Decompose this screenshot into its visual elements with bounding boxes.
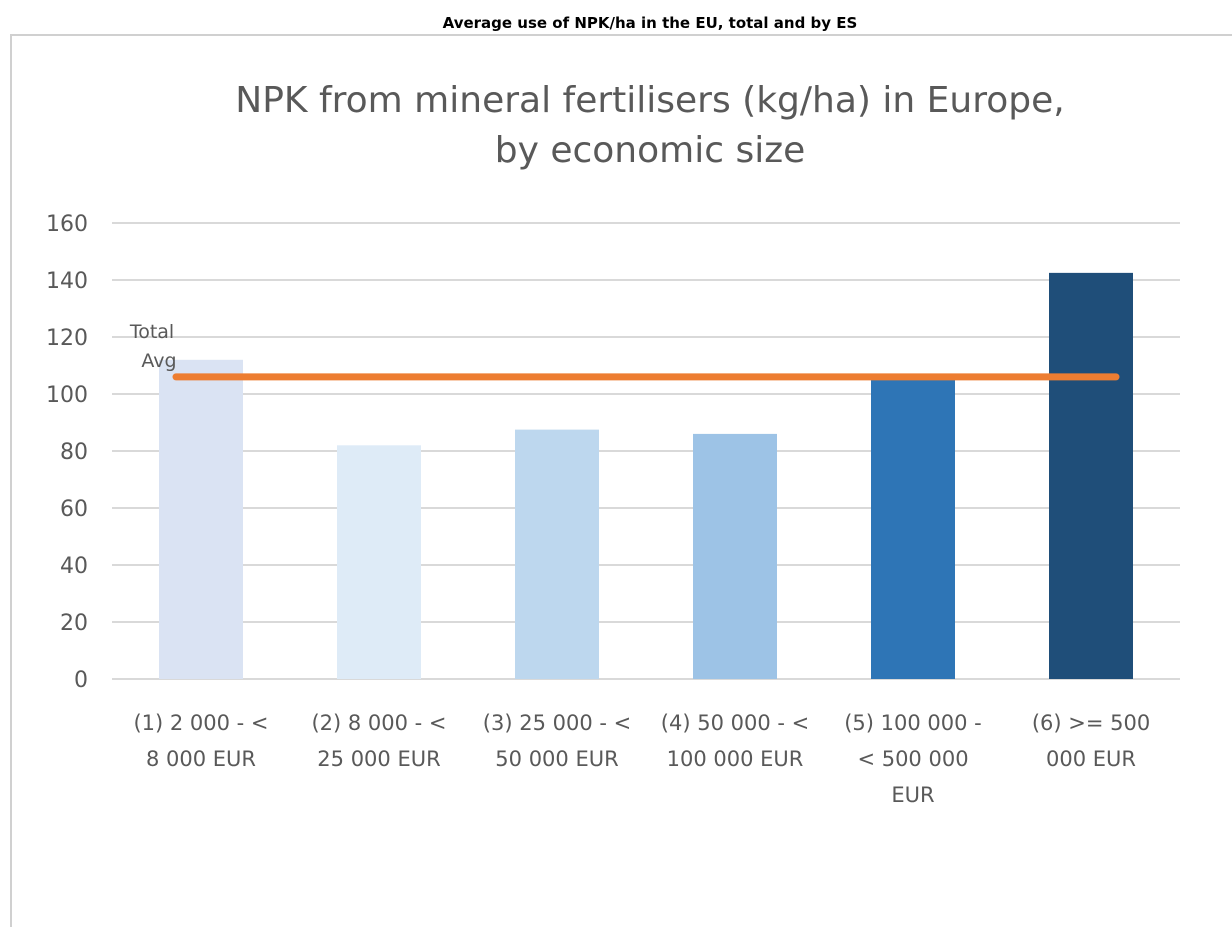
- x-tick-label-line: (6) >= 500: [1032, 711, 1150, 735]
- x-tick-label: (1) 2 000 - < 8 000 EUR: [133, 711, 268, 771]
- x-tick-label-line: EUR: [891, 783, 934, 807]
- x-tick-label-line: (3) 25 000 - <: [483, 711, 631, 735]
- y-tick-label: 40: [60, 554, 88, 579]
- chart-title: NPK from mineral fertilisers (kg/ha) in …: [0, 76, 1232, 176]
- y-tick-label: 60: [60, 497, 88, 522]
- bar: [159, 359, 243, 679]
- chart-title-line2: by economic size: [494, 130, 806, 171]
- y-tick-label: 20: [60, 611, 88, 636]
- chart-title-line1: NPK from mineral fertilisers (kg/ha) in …: [235, 80, 1065, 121]
- x-tick-label: (2) 8 000 - < 25 000 EUR: [311, 711, 446, 771]
- x-tick-label-line: (5) 100 000 -: [844, 711, 982, 735]
- x-tick-label-line: (4) 50 000 - <: [661, 711, 809, 735]
- figure-caption: Average use of NPK/ha in the EU, total a…: [442, 14, 858, 32]
- y-tick-label: 140: [46, 269, 88, 294]
- x-tick-label: (5) 100 000 - < 500 000 EUR: [844, 711, 982, 807]
- x-tick-label-line: 100 000 EUR: [667, 747, 804, 771]
- gridlines: [112, 222, 1180, 680]
- bar: [1049, 272, 1133, 679]
- x-tick-label-line: 50 000 EUR: [495, 747, 618, 771]
- x-tick-label-line: (1) 2 000 - <: [133, 711, 268, 735]
- x-tick-label: (6) >= 500 000 EUR: [1032, 711, 1150, 771]
- x-tick-label: (3) 25 000 - < 50 000 EUR: [483, 711, 631, 771]
- x-tick-label-line: 000 EUR: [1046, 747, 1136, 771]
- x-tick-label-line: (2) 8 000 - <: [311, 711, 446, 735]
- x-axis-ticks: (1) 2 000 - < 8 000 EUR (2) 8 000 - < 25 00…: [133, 711, 1150, 807]
- bar: [693, 433, 777, 679]
- chart-frame: [10, 34, 1232, 927]
- y-tick-label: 80: [60, 440, 88, 465]
- y-tick-label: 160: [46, 212, 88, 237]
- bar-series: [159, 272, 1133, 679]
- average-line-label: Avg: [141, 350, 176, 372]
- average-line-group: Total Avg: [129, 321, 1120, 381]
- bar: [871, 379, 955, 679]
- average-line-label: Total: [129, 321, 174, 343]
- y-tick-label: 0: [74, 668, 88, 693]
- bar: [515, 429, 599, 679]
- x-tick-label-line: 8 000 EUR: [146, 747, 256, 771]
- bar: [337, 445, 421, 679]
- x-tick-label-line: 25 000 EUR: [317, 747, 440, 771]
- y-tick-label: 120: [46, 326, 88, 351]
- x-tick-label: (4) 50 000 - < 100 000 EUR: [661, 711, 809, 771]
- x-tick-label-line: < 500 000: [857, 747, 968, 771]
- y-axis-ticks: 0 20 40 60 80 100 120 140 160: [46, 212, 88, 693]
- y-tick-label: 100: [46, 383, 88, 408]
